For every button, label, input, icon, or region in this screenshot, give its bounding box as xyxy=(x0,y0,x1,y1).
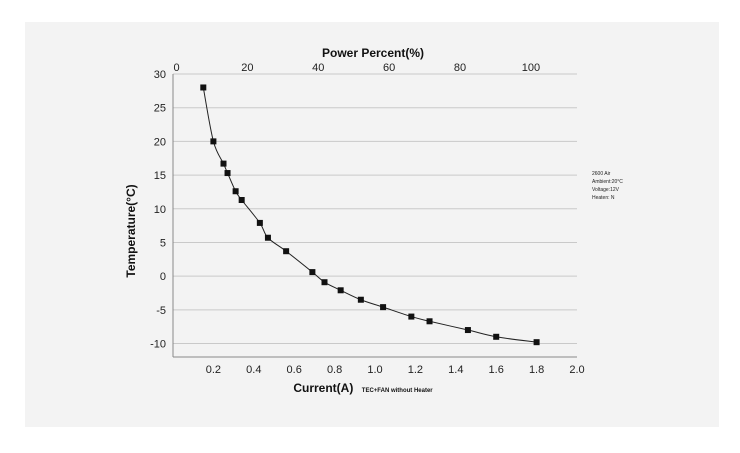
data-point xyxy=(256,219,263,226)
y-axis-title: Temperature(°C) xyxy=(124,184,138,277)
chart: 30 25 20 15 10 5 0 -5 -10 0.2 0.4 0.6 0.8 1.0 1.2 1.4 1… xyxy=(124,46,623,396)
y-tick-label: 25 xyxy=(154,103,166,115)
y-tick-label: 20 xyxy=(154,136,166,148)
x-tick-labels: 0.2 0.4 0.6 0.8 1.0 1.2 1.4 1.6 1.8 2.0 xyxy=(206,364,585,376)
data-point xyxy=(408,313,415,320)
gridlines xyxy=(173,73,577,345)
data-point xyxy=(426,318,433,325)
x-tick-label: 0.6 xyxy=(287,364,302,376)
data-point xyxy=(357,296,364,303)
data-point xyxy=(238,197,245,204)
x-tick-label: 0.8 xyxy=(327,364,342,376)
annotation-line: 2600 Air xyxy=(592,171,611,177)
top-x-tick-label: 80 xyxy=(454,62,466,74)
top-axis-title: Power Percent(%) xyxy=(322,46,424,60)
x-tick-label: 1.2 xyxy=(408,364,423,376)
data-point xyxy=(210,138,217,145)
data-point xyxy=(224,170,231,177)
y-tick-label: 10 xyxy=(154,204,166,216)
conditions-annotation: 2600 Air Ambient:20°C Voltage:12V Heaten… xyxy=(592,171,623,201)
x-tick-label: 1.8 xyxy=(529,364,544,376)
top-x-tick-labels: 0 20 40 60 80 100 xyxy=(173,62,540,74)
y-tick-label: 30 xyxy=(154,69,166,81)
top-x-tick-label: 0 xyxy=(173,62,179,74)
data-point xyxy=(464,327,471,334)
series-line xyxy=(202,87,537,343)
data-point xyxy=(493,333,500,340)
top-x-tick-label: 100 xyxy=(522,62,540,74)
data-point xyxy=(337,287,344,294)
y-tick-label: -5 xyxy=(156,305,166,317)
data-point xyxy=(309,269,316,276)
data-point xyxy=(321,279,328,286)
data-point xyxy=(220,160,227,167)
series-group xyxy=(200,84,540,346)
chart-card: 30 25 20 15 10 5 0 -5 -10 0.2 0.4 0.6 0.8 1.0 1.2 1.4 1… xyxy=(25,22,719,427)
data-point xyxy=(283,248,290,255)
data-point xyxy=(264,234,271,241)
x-tick-label: 1.6 xyxy=(489,364,504,376)
y-tick-label: 15 xyxy=(154,170,166,182)
x-tick-label: 2.0 xyxy=(569,364,584,376)
top-x-tick-label: 40 xyxy=(312,62,324,74)
y-tick-label: 5 xyxy=(160,237,166,249)
x-axis-title: Current(A) xyxy=(293,381,353,395)
data-point xyxy=(232,188,239,195)
data-point xyxy=(533,339,540,346)
x-axis-title-group: Current(A) TEC+FAN without Heater xyxy=(293,379,433,396)
top-x-tick-label: 60 xyxy=(383,62,395,74)
plot-frame xyxy=(172,74,577,358)
y-tick-label: 0 xyxy=(160,271,166,283)
y-tick-label: -10 xyxy=(150,339,166,351)
x-tick-label: 1.0 xyxy=(367,364,382,376)
annotation-line: Ambient:20°C xyxy=(592,179,623,185)
top-x-tick-label: 20 xyxy=(241,62,253,74)
x-tick-label: 0.4 xyxy=(246,364,261,376)
x-axis-note: TEC+FAN without Heater xyxy=(362,388,434,394)
x-tick-label: 1.4 xyxy=(448,364,463,376)
y-tick-labels: 30 25 20 15 10 5 0 -5 -10 xyxy=(150,69,166,351)
annotation-line: Heaten: N xyxy=(592,195,615,201)
annotation-line: Voltage:12V xyxy=(592,187,620,193)
data-point xyxy=(380,304,387,311)
x-tick-label: 0.2 xyxy=(206,364,221,376)
data-point xyxy=(200,84,207,91)
